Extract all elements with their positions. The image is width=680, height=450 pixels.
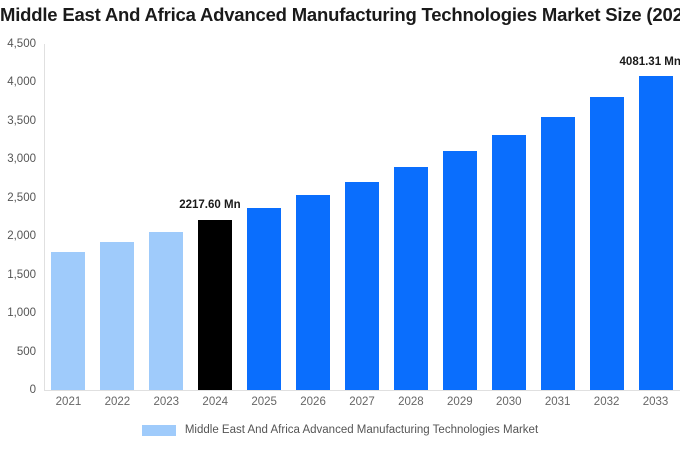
x-axis-tick-label: 2024: [202, 396, 229, 408]
bar-2023[interactable]: [149, 231, 184, 390]
y-axis-tick-label: 1,500: [7, 268, 36, 281]
x-axis-tick-label: 2029: [447, 396, 473, 408]
bar-2025[interactable]: [247, 208, 282, 390]
x-axis-tick-label: 2021: [55, 396, 82, 408]
y-axis-tick-label: 500: [16, 345, 36, 358]
bar-2030[interactable]: [491, 134, 526, 390]
x-axis-line: [44, 390, 680, 391]
x-axis-tick-label: 2032: [593, 396, 620, 408]
y-axis-tick-label: 2,500: [7, 191, 36, 204]
y-axis-tick-label: 3,500: [7, 114, 36, 127]
bar-2033[interactable]: [638, 76, 673, 390]
x-axis-tick-label: 2028: [398, 396, 424, 408]
y-axis-tick-label: 1,000: [7, 307, 36, 320]
bar-2032[interactable]: [589, 97, 624, 390]
plot-area: 0 500 1,000 1,500 2,000 2,500 3,000 3,500 4,000 4…: [7, 38, 680, 408]
bar-2024[interactable]: [198, 219, 233, 390]
bar-2031[interactable]: [540, 116, 575, 390]
x-axis-tick-label: 2033: [642, 396, 669, 408]
y-axis-tick-label: 4,500: [7, 38, 36, 50]
y-axis-tick-label: 2,000: [7, 230, 36, 243]
bar-2022[interactable]: [100, 242, 135, 390]
x-axis-tick-label: 2030: [495, 396, 522, 408]
bar-2026[interactable]: [296, 195, 331, 390]
x-axis-tick-label: 2027: [349, 396, 375, 408]
legend-swatch-icon: [141, 424, 176, 436]
legend-item-label: Middle East And Africa Advanced Manufact…: [184, 424, 539, 436]
data-label-2024: 2217.60 Mn: [179, 199, 241, 212]
x-axis-tick-label: 2026: [300, 396, 326, 408]
x-axis-tick-label: 2022: [104, 396, 131, 408]
x-axis-tick-label: 2023: [153, 396, 180, 408]
x-axis-tick-label: 2031: [544, 396, 571, 408]
y-axis-line: [44, 44, 45, 390]
bar-2029[interactable]: [442, 151, 477, 390]
y-axis-tick-label: 0: [29, 384, 36, 396]
y-axis-tick-label: 3,000: [7, 153, 36, 166]
x-axis-tick-label: 2025: [251, 396, 277, 408]
y-axis-tick-label: 4,000: [7, 76, 36, 89]
bar-2028[interactable]: [393, 166, 428, 390]
chart-title: Middle East And Africa Advanced Manufact…: [0, 4, 680, 25]
data-label-2033: 4081.31 Mn: [619, 56, 680, 69]
chart-legend[interactable]: Middle East And Africa Advanced Manufact…: [0, 424, 680, 436]
bar-2021[interactable]: [51, 251, 86, 390]
bar-2027[interactable]: [345, 182, 379, 390]
